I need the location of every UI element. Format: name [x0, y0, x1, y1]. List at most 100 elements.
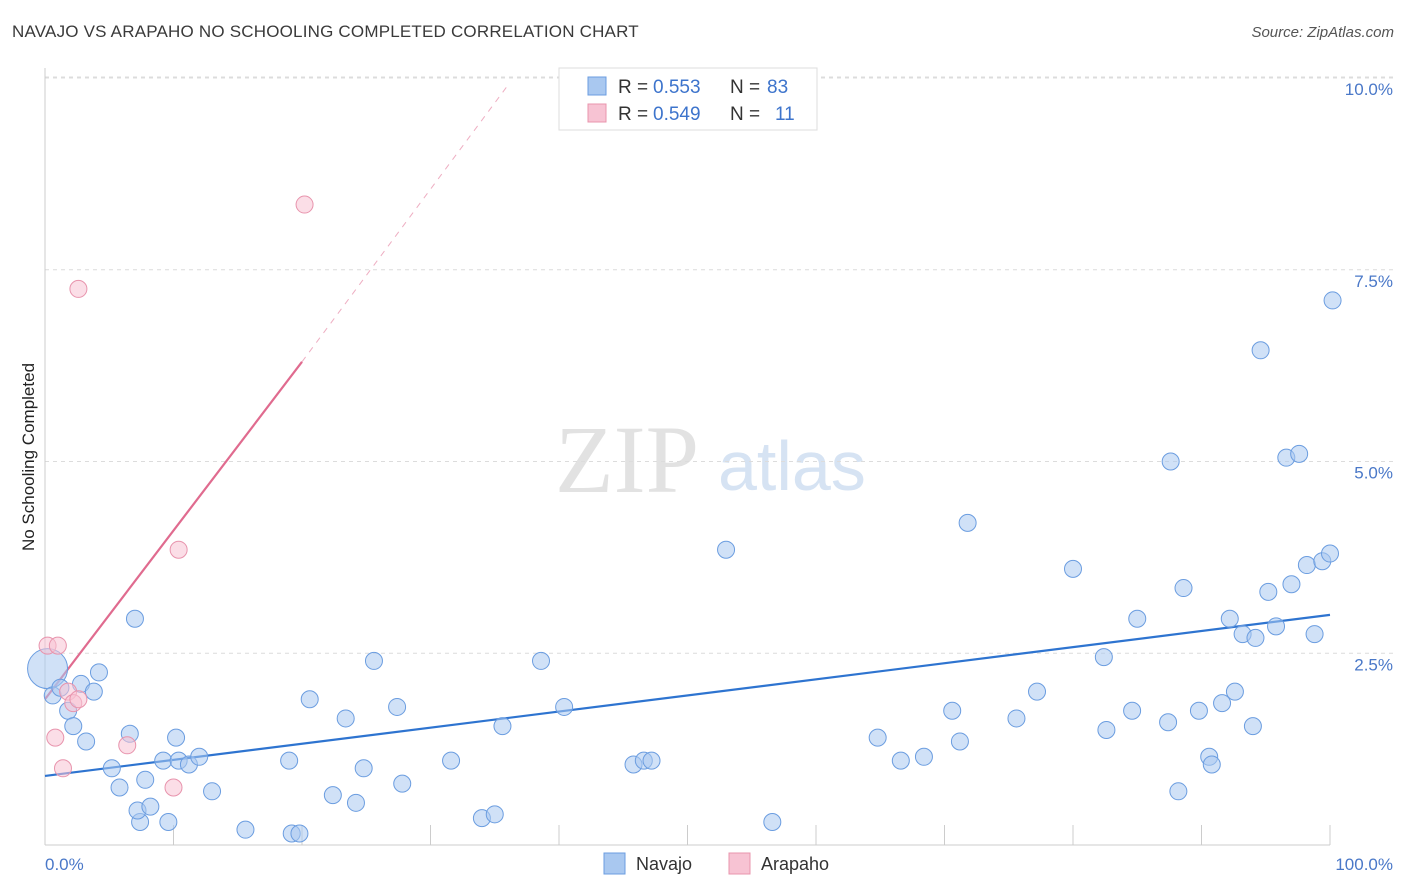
points-layer [27, 195, 1342, 843]
grid-layer [45, 76, 1395, 654]
data-point-navajo [1128, 609, 1147, 628]
data-point-navajo [167, 728, 186, 747]
data-point-navajo [763, 812, 782, 831]
data-point-arapaho [53, 759, 72, 778]
data-point-navajo [1251, 341, 1270, 360]
data-point-navajo [280, 751, 299, 770]
chart-source: Source: ZipAtlas.com [1251, 24, 1394, 41]
data-point-navajo [1225, 682, 1244, 701]
data-point-arapaho [69, 279, 88, 298]
data-point-arapaho [295, 195, 314, 214]
data-point-navajo [485, 805, 504, 824]
data-point-navajo [1297, 556, 1316, 575]
axis-layer: 2.5% 5.0% 7.5% 10.0% 0.0% 100.0% [44, 68, 1393, 874]
legend-swatch-navajo [587, 76, 607, 96]
data-point-navajo [354, 759, 373, 778]
data-point-navajo [1243, 717, 1262, 736]
data-point-navajo [336, 709, 355, 728]
x-tick-label: 100.0% [1335, 855, 1393, 874]
data-point-navajo [300, 690, 319, 709]
data-point-navajo [950, 732, 969, 751]
data-point-navajo [958, 513, 977, 532]
data-point-navajo [1123, 701, 1142, 720]
legend-swatch-arapaho [587, 103, 607, 123]
data-point-navajo [717, 540, 736, 559]
data-point-navajo [442, 751, 461, 770]
data-point-arapaho [48, 636, 67, 655]
data-point-navajo [388, 697, 407, 716]
data-point-navajo [1094, 648, 1113, 667]
data-point-arapaho [46, 728, 65, 747]
y-tick-label: 5.0% [1354, 464, 1393, 483]
watermark: ZIP atlas [555, 406, 866, 513]
data-point-navajo [323, 786, 342, 805]
data-point-navajo [102, 759, 121, 778]
data-point-navajo [77, 732, 96, 751]
trend-layer [44, 85, 1331, 778]
data-point-navajo [154, 751, 173, 770]
data-point-navajo [64, 717, 83, 736]
data-point-navajo [1159, 713, 1178, 732]
data-point-navajo [393, 774, 412, 793]
bottom-legend: Navajo Arapaho [603, 852, 829, 875]
trend-line-arapaho [44, 361, 303, 700]
legend-r-value-arapaho: 0.549 [653, 104, 701, 125]
data-point-navajo [1007, 709, 1026, 728]
y-tick-label: 10.0% [1345, 80, 1393, 99]
x-tick-label: 0.0% [45, 855, 84, 874]
bottom-legend-swatch-navajo [603, 852, 626, 875]
data-point-navajo [891, 751, 910, 770]
legend-r-value-navajo: 0.553 [653, 77, 701, 98]
data-point-navajo [1161, 452, 1180, 471]
data-point-navajo [532, 651, 551, 670]
data-point-arapaho [164, 778, 183, 797]
y-axis-title: No Schooling Completed [19, 363, 38, 551]
bottom-legend-label-navajo: Navajo [636, 854, 692, 874]
data-point-navajo [493, 717, 512, 736]
data-point-navajo [110, 778, 129, 797]
data-point-navajo [555, 697, 574, 716]
data-point-navajo [136, 770, 155, 789]
data-point-navajo [125, 609, 144, 628]
y-tick-label: 2.5% [1354, 655, 1393, 674]
legend-n-value-navajo: 83 [767, 77, 788, 98]
bottom-legend-label-arapaho: Arapaho [761, 854, 829, 874]
data-point-navajo [1259, 582, 1278, 601]
data-point-navajo [642, 751, 661, 770]
data-point-navajo [1323, 291, 1342, 310]
y-tick-label: 7.5% [1354, 272, 1393, 291]
data-point-navajo [1213, 694, 1232, 713]
data-point-navajo [943, 701, 962, 720]
data-point-navajo [1064, 559, 1082, 578]
legend-n-label-arapaho: N = [730, 104, 760, 125]
watermark-atlas: atlas [718, 427, 866, 505]
data-point-navajo [1282, 575, 1301, 594]
data-point-navajo [1189, 701, 1208, 720]
data-point-navajo [84, 682, 103, 701]
data-point-navajo [1267, 617, 1286, 636]
data-point-navajo [159, 812, 178, 831]
data-point-navajo [1220, 609, 1239, 628]
data-point-navajo [1097, 720, 1116, 739]
data-point-navajo [141, 797, 160, 816]
legend-r-label-arapaho: R = [618, 104, 648, 125]
legend-r-label-navajo: R = [618, 77, 648, 98]
data-point-navajo [1202, 755, 1221, 774]
data-point-navajo [1174, 579, 1193, 598]
top-legend: R = 0.553 N = 83 R = 0.549 N = 11 [558, 67, 818, 131]
data-point-arapaho [69, 690, 88, 709]
data-point-navajo [1321, 544, 1339, 563]
trend-line-navajo [44, 613, 1331, 778]
data-point-navajo [1169, 782, 1188, 801]
data-point-navajo [290, 824, 309, 843]
data-point-navajo [1028, 682, 1047, 701]
data-point-arapaho [169, 540, 188, 559]
chart-title: NAVAJO VS ARAPAHO NO SCHOOLING COMPLETED… [12, 22, 639, 41]
data-point-navajo [1246, 628, 1265, 647]
data-point-navajo [346, 793, 365, 812]
data-point-navajo [203, 782, 222, 801]
data-point-navajo [1290, 444, 1309, 463]
data-point-navajo [364, 651, 383, 670]
data-point-navajo [89, 663, 108, 682]
